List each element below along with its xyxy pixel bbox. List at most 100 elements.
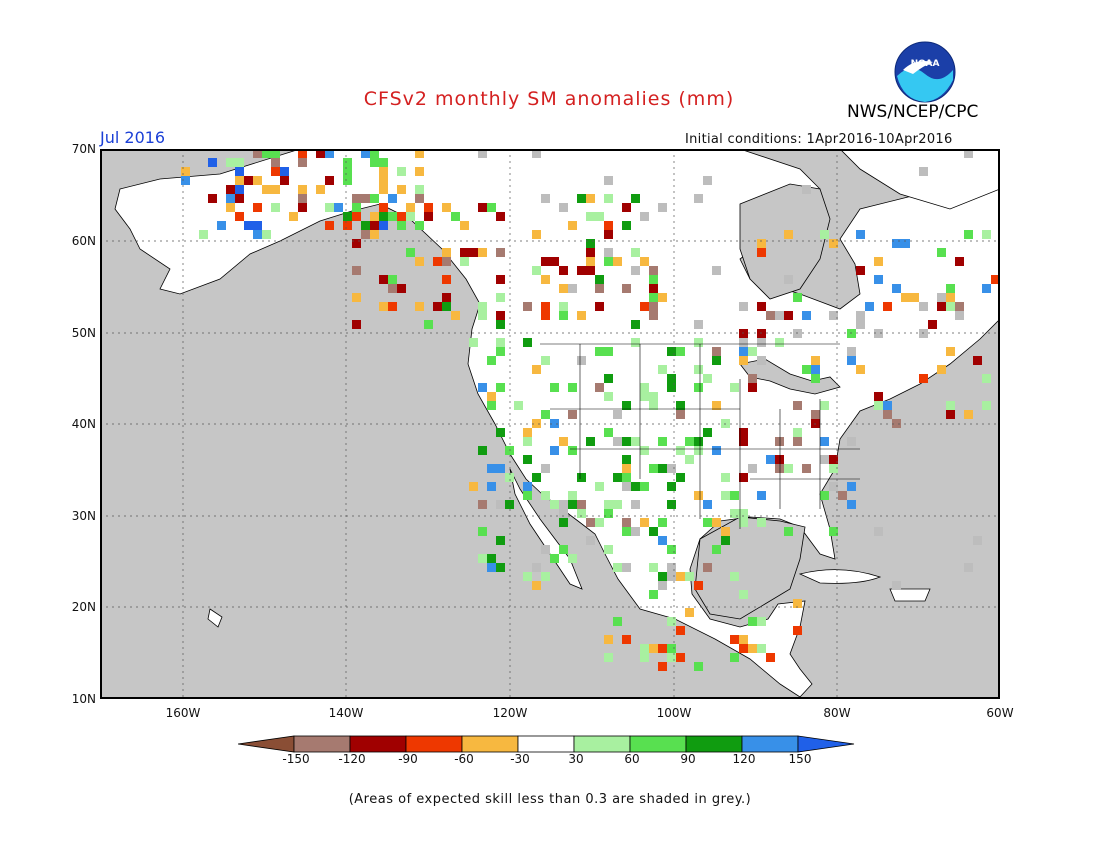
anomaly-cell	[271, 158, 280, 167]
anomaly-cell	[622, 527, 631, 536]
anomaly-cell	[901, 239, 910, 248]
anomaly-cell	[820, 230, 829, 239]
anomaly-cell	[649, 401, 658, 410]
anomaly-cell	[613, 257, 622, 266]
lon-label-100w: 100W	[656, 706, 692, 720]
anomaly-cell	[802, 464, 811, 473]
anomaly-cell	[640, 644, 649, 653]
anomaly-cell	[613, 500, 622, 509]
anomaly-cell	[631, 338, 640, 347]
low-skill-cell	[703, 176, 712, 185]
cuba	[798, 569, 882, 584]
anomaly-cell	[397, 284, 406, 293]
anomaly-cell	[586, 212, 595, 221]
anomaly-cell	[352, 266, 361, 275]
low-skill-cell	[919, 302, 928, 311]
anomaly-cell	[577, 509, 586, 518]
anomaly-cell	[829, 455, 838, 464]
anomaly-cell	[730, 572, 739, 581]
anomaly-cell	[640, 383, 649, 392]
anomaly-cell	[388, 284, 397, 293]
anomaly-cell	[676, 626, 685, 635]
anomaly-cell	[622, 455, 631, 464]
anomaly-cell	[631, 320, 640, 329]
anomaly-cell	[640, 446, 649, 455]
anomaly-cell	[721, 473, 730, 482]
anomaly-cell	[775, 437, 784, 446]
anomaly-cell	[640, 302, 649, 311]
anomaly-cell	[496, 464, 505, 473]
month-label: Jul 2016	[100, 128, 166, 147]
anomaly-cell	[586, 194, 595, 203]
anomaly-cell	[883, 302, 892, 311]
anomaly-cell	[235, 194, 244, 203]
anomaly-cell	[595, 275, 604, 284]
anomaly-cell	[793, 599, 802, 608]
anomaly-cell	[496, 536, 505, 545]
anomaly-cell	[811, 365, 820, 374]
anomaly-cell	[469, 338, 478, 347]
anomaly-cell	[649, 266, 658, 275]
anomaly-cell	[721, 491, 730, 500]
anomaly-cell	[532, 266, 541, 275]
anomaly-cell	[766, 653, 775, 662]
anomaly-cell	[649, 464, 658, 473]
anomaly-cell	[739, 437, 748, 446]
anomaly-cell	[235, 167, 244, 176]
colorbar	[238, 735, 855, 753]
chart-title: CFSv2 monthly SM anomalies (mm)	[363, 88, 735, 110]
low-skill-cell	[973, 536, 982, 545]
anomaly-cell	[694, 365, 703, 374]
low-skill-cell	[640, 212, 649, 221]
anomaly-cell	[298, 158, 307, 167]
anomaly-cell	[595, 302, 604, 311]
anomaly-cell	[478, 446, 487, 455]
anomaly-cell	[685, 608, 694, 617]
anomaly-cell	[640, 518, 649, 527]
lon-label-120w: 120W	[492, 706, 528, 720]
anomaly-cell	[478, 527, 487, 536]
anomaly-cell	[784, 464, 793, 473]
anomaly-cell	[739, 347, 748, 356]
anomaly-cell	[802, 365, 811, 374]
anomaly-cell	[667, 644, 676, 653]
anomaly-cell	[415, 149, 424, 158]
anomaly-cell	[253, 221, 262, 230]
anomaly-cell	[496, 428, 505, 437]
anomaly-cell	[325, 149, 334, 158]
anomaly-cell	[325, 221, 334, 230]
low-skill-cell	[712, 266, 721, 275]
state-borders	[540, 343, 860, 529]
anomaly-cell	[748, 374, 757, 383]
anomaly-cell	[415, 221, 424, 230]
anomaly-cell	[739, 473, 748, 482]
anomaly-cell	[649, 293, 658, 302]
anomaly-cell	[586, 239, 595, 248]
anomaly-cell	[793, 401, 802, 410]
low-skill-cell	[775, 311, 784, 320]
anomaly-cell	[352, 239, 361, 248]
low-skill-cell	[658, 581, 667, 590]
low-skill-cell	[919, 167, 928, 176]
anomaly-cell	[946, 284, 955, 293]
low-skill-cell	[964, 563, 973, 572]
anomaly-cell	[541, 410, 550, 419]
anomaly-cell	[676, 653, 685, 662]
colorbar-arrow-left	[238, 735, 295, 753]
anomaly-cell	[424, 212, 433, 221]
low-skill-cell	[847, 437, 856, 446]
low-skill-cell	[856, 320, 865, 329]
anomaly-cell	[541, 356, 550, 365]
anomaly-cell	[568, 491, 577, 500]
anomaly-cell	[379, 302, 388, 311]
anomaly-cell	[397, 221, 406, 230]
anomaly-cell	[982, 374, 991, 383]
anomaly-cell	[910, 293, 919, 302]
anomaly-cell	[568, 383, 577, 392]
anomaly-cell	[370, 230, 379, 239]
anomaly-cell	[676, 410, 685, 419]
anomaly-cell	[595, 482, 604, 491]
anomaly-cell	[595, 347, 604, 356]
anomaly-cell	[451, 311, 460, 320]
anomaly-cell	[568, 221, 577, 230]
